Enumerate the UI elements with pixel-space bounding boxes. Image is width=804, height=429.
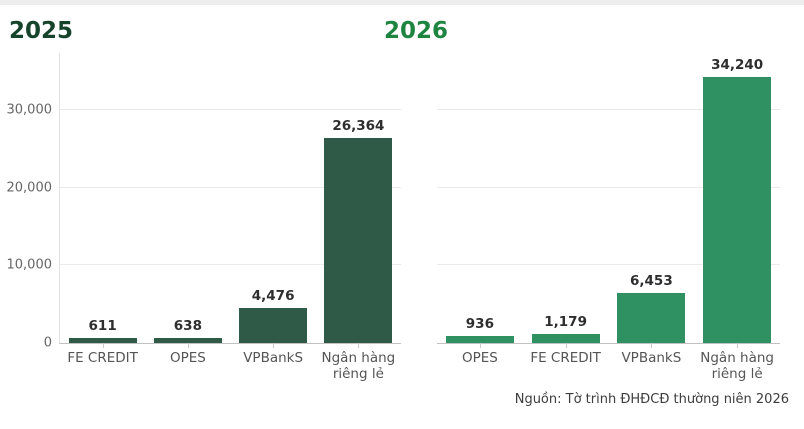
gridline <box>60 264 401 266</box>
ytick-label: 20,000 <box>6 180 53 196</box>
bar-value-label: 638 <box>173 318 202 335</box>
category-label: FE CREDIT <box>67 350 138 366</box>
x-axis-tick <box>358 343 360 348</box>
bar <box>617 292 686 343</box>
category-label: Ngân hàng riêng lẻ <box>700 350 774 383</box>
category-label: OPES <box>461 350 498 366</box>
bar-value-label: 6,453 <box>630 272 673 289</box>
x-axis-tick <box>273 343 275 348</box>
gridline <box>437 186 780 188</box>
gridline <box>437 264 780 266</box>
bar <box>445 335 514 343</box>
bar-value-label: 26,364 <box>332 118 385 135</box>
bar <box>703 76 772 343</box>
ytick-label: 0 <box>43 335 52 351</box>
category-label: FE CREDIT <box>530 350 601 366</box>
bar-value-label: 1,179 <box>544 313 587 330</box>
x-axis-tick <box>102 343 104 348</box>
chart-title-2025: 2025 <box>9 18 74 44</box>
x-axis-tick <box>479 343 481 348</box>
y-axis-labels: 0 10,000 20,000 30,000 <box>0 53 53 350</box>
bar-value-label: 4,476 <box>251 288 295 305</box>
top-divider-strip <box>0 0 804 5</box>
category-label: VPBankS <box>243 350 304 366</box>
source-note: Nguồn: Tờ trình ĐHĐCĐ thường niên 2026 <box>514 392 789 407</box>
category-label: Ngân hàng riêng lẻ <box>321 350 396 383</box>
bar <box>324 138 393 343</box>
x-axis-tick <box>651 343 653 348</box>
bar-chart-2026: 936 OPES 1,179 FE CREDIT 6,453 VPBankS 34,240 N… <box>437 53 780 382</box>
bar <box>239 308 308 343</box>
bar <box>153 338 222 343</box>
chart-title-2026: 2026 <box>384 18 449 44</box>
category-label: VPBankS <box>621 350 682 366</box>
bar <box>68 338 137 343</box>
x-axis-tick <box>187 343 189 348</box>
bar <box>531 333 600 343</box>
gridline <box>437 108 780 110</box>
x-axis-tick <box>737 343 739 348</box>
bar-value-label: 936 <box>465 315 494 332</box>
x-axis-tick <box>565 343 567 348</box>
bar-chart-2025: 611 FE CREDIT 638 OPES 4,476 VPBankS 26,364 Ngâ… <box>59 53 401 382</box>
gridline <box>60 108 401 110</box>
gridline <box>60 186 401 188</box>
ytick-label: 10,000 <box>6 257 53 273</box>
ytick-label: 30,000 <box>6 102 53 118</box>
bar-value-label: 611 <box>88 318 117 335</box>
category-label: OPES <box>169 350 206 366</box>
bar-value-label: 34,240 <box>711 56 764 73</box>
